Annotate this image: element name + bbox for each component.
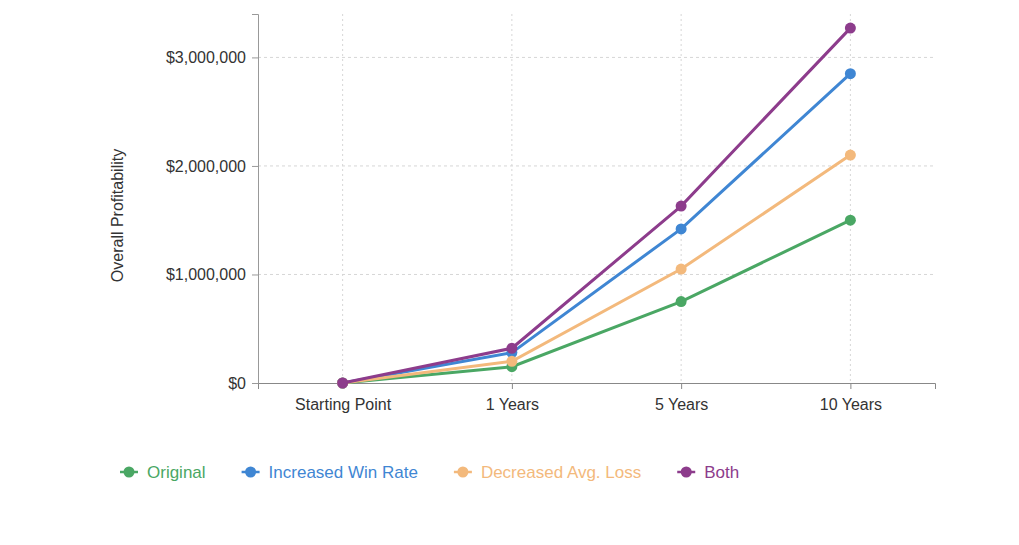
series-point [337,378,348,389]
series-line [343,28,851,383]
y-tick-label: $2,000,000 [166,158,246,175]
series-point [845,23,856,34]
chart: $0 $1,000,000 $2,000,000 $3,000,000 Starting… [0,0,1019,545]
legend-item: Both [677,463,739,482]
y-tick: $0 [228,375,258,392]
x-tick-label: 1 Years [486,396,539,413]
y-tick-label: $3,000,000 [166,49,246,66]
grid-line-y [258,57,935,58]
y-tick: $1,000,000 [166,266,258,283]
x-tick: 5 Years [655,383,708,413]
legend-item: Increased Win Rate [242,463,418,482]
x-tick-label: 10 Years [820,396,882,413]
legend-label: Decreased Avg. Loss [481,463,641,482]
series-point [676,296,687,307]
y-tick-label: $1,000,000 [166,266,246,283]
x-tick-mark [681,383,682,389]
series-1 [337,68,856,388]
legend-label: Both [704,463,739,482]
x-tick: 1 Years [486,383,539,413]
y-tick-mark [252,383,258,384]
grid-line-y [258,274,935,275]
series-point [337,378,348,389]
x-axis-line [259,384,936,390]
y-tick-mark [252,166,258,167]
plot-area [337,23,856,389]
series-point [337,378,348,389]
y-axis-line [252,15,259,384]
grid [258,14,935,383]
series-point [506,343,517,354]
legend-swatch [681,467,692,478]
series-point [506,356,517,367]
y-tick-mark [252,274,258,275]
x-tick-mark [850,383,851,389]
series-0 [337,215,856,389]
legend-item: Original [120,463,206,482]
series-line [343,74,851,383]
x-axis: Starting Point 1 Years 5 Years 10 Years [259,383,936,413]
series-point [337,378,348,389]
x-tick-mark [512,383,513,389]
series-point [845,150,856,161]
series-line [343,155,851,383]
legend: Original Increased Win Rate Decreased Avg.… [120,463,739,482]
series-point [845,215,856,226]
y-tick-label: $0 [228,375,246,392]
x-tick-label: 5 Years [655,396,708,413]
series-point [676,201,687,212]
legend-swatch [245,467,256,478]
legend-swatch [124,467,135,478]
y-axis: $0 $1,000,000 $2,000,000 $3,000,000 [166,15,259,392]
legend-item: Decreased Avg. Loss [454,463,641,482]
y-axis-title: Overall Profitability [109,149,126,282]
series-2 [337,150,856,389]
series-point [676,264,687,275]
series-3 [337,23,856,389]
series-point [676,223,687,234]
series-point [845,68,856,79]
y-tick-mark [252,57,258,58]
y-tick: $2,000,000 [166,158,258,175]
legend-swatch [457,467,468,478]
x-tick-label: Starting Point [295,396,392,413]
y-tick: $3,000,000 [166,49,258,66]
grid-line-x [681,14,682,383]
series-line [343,220,851,383]
x-tick: 10 Years [820,383,882,413]
grid-line-x [511,14,512,383]
legend-label: Original [147,463,206,482]
legend-label: Increased Win Rate [269,463,418,482]
grid-line-x [342,14,343,383]
